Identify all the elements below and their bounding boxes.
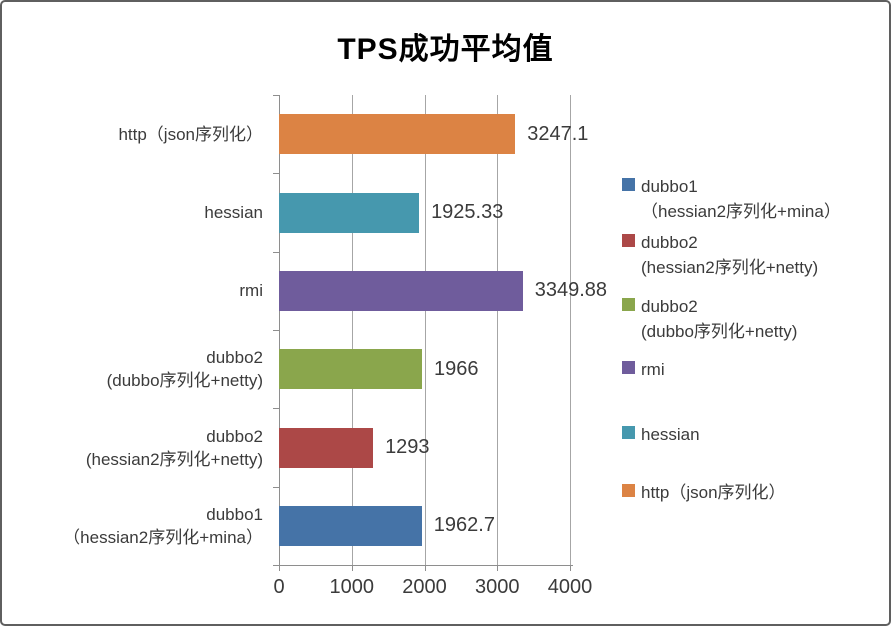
category-label: rmi xyxy=(239,281,263,301)
y-axis-tick xyxy=(273,565,279,566)
legend-swatch-icon xyxy=(622,178,635,191)
legend-item: hessian xyxy=(622,422,700,447)
legend-label: dubbo2 (hessian2序列化+netty) xyxy=(641,233,819,277)
legend-label: dubbo1 （hessian2序列化+mina） xyxy=(641,177,841,221)
legend-swatch-icon xyxy=(622,426,635,439)
bar-value-label: 1962.7 xyxy=(433,514,495,537)
y-axis-line xyxy=(279,95,280,565)
bar xyxy=(279,270,523,311)
x-axis-tick xyxy=(351,565,353,571)
bar xyxy=(279,114,516,155)
y-axis-tick xyxy=(273,173,279,175)
legend-swatch-icon xyxy=(622,361,635,374)
bar-value-label: 3349.88 xyxy=(534,279,607,302)
bar-value-label: 3247.1 xyxy=(527,122,589,145)
bar xyxy=(279,427,374,468)
legend-label: dubbo2 (dubbo序列化+netty) xyxy=(641,297,798,341)
x-axis-tick xyxy=(497,565,499,571)
legend-item: http（json序列化） xyxy=(622,480,786,505)
legend-label: rmi xyxy=(641,360,665,379)
gridline xyxy=(351,95,353,565)
bar-value-label: 1966 xyxy=(434,357,479,380)
x-axis-tick-label: 1000 xyxy=(329,576,375,598)
y-axis-tick xyxy=(273,330,279,331)
x-axis-tick-label: 0 xyxy=(273,576,285,598)
x-axis-tick xyxy=(570,565,571,571)
legend-item: dubbo2 (dubbo序列化+netty) xyxy=(622,294,797,344)
legend-item: rmi xyxy=(622,357,665,382)
x-axis-tick-label: 3000 xyxy=(475,576,520,598)
legend: dubbo1 （hessian2序列化+mina） dubbo2 (hessian2序… xyxy=(622,174,867,519)
bar-value-label: 1925.33 xyxy=(431,201,504,223)
y-axis-tick xyxy=(273,95,279,96)
category-label: dubbo2 (dubbo序列化+netty) xyxy=(106,348,263,391)
y-axis-tick xyxy=(273,486,279,488)
x-axis-tick-label: 2000 xyxy=(402,576,447,598)
category-label: hessian xyxy=(204,203,263,222)
x-axis-tick xyxy=(424,565,426,571)
x-axis-line xyxy=(279,565,573,566)
bar-value-label: 1293 xyxy=(385,436,430,458)
y-axis-tick xyxy=(273,251,279,253)
legend-swatch-icon xyxy=(622,484,635,497)
x-axis-tick xyxy=(279,565,280,571)
gridline xyxy=(570,95,571,565)
legend-swatch-icon xyxy=(622,298,635,311)
category-label: dubbo2 (hessian2序列化+netty) xyxy=(85,426,263,469)
bar xyxy=(279,505,422,546)
y-axis-tick xyxy=(273,408,279,410)
legend-item: dubbo1 （hessian2序列化+mina） xyxy=(622,174,841,224)
bar xyxy=(279,349,423,390)
gridline xyxy=(497,95,499,565)
bar xyxy=(279,192,420,233)
gridline xyxy=(424,95,426,565)
legend-label: http（json序列化） xyxy=(641,483,786,502)
legend-swatch-icon xyxy=(622,234,635,247)
legend-label: hessian xyxy=(641,425,700,444)
x-axis-tick-label: 4000 xyxy=(547,576,593,598)
chart-title: TPS成功平均值 xyxy=(337,33,554,66)
category-label: dubbo1 （hessian2序列化+mina） xyxy=(63,504,263,547)
category-label: http（json序列化） xyxy=(118,124,263,144)
legend-item: dubbo2 (hessian2序列化+netty) xyxy=(622,230,818,280)
